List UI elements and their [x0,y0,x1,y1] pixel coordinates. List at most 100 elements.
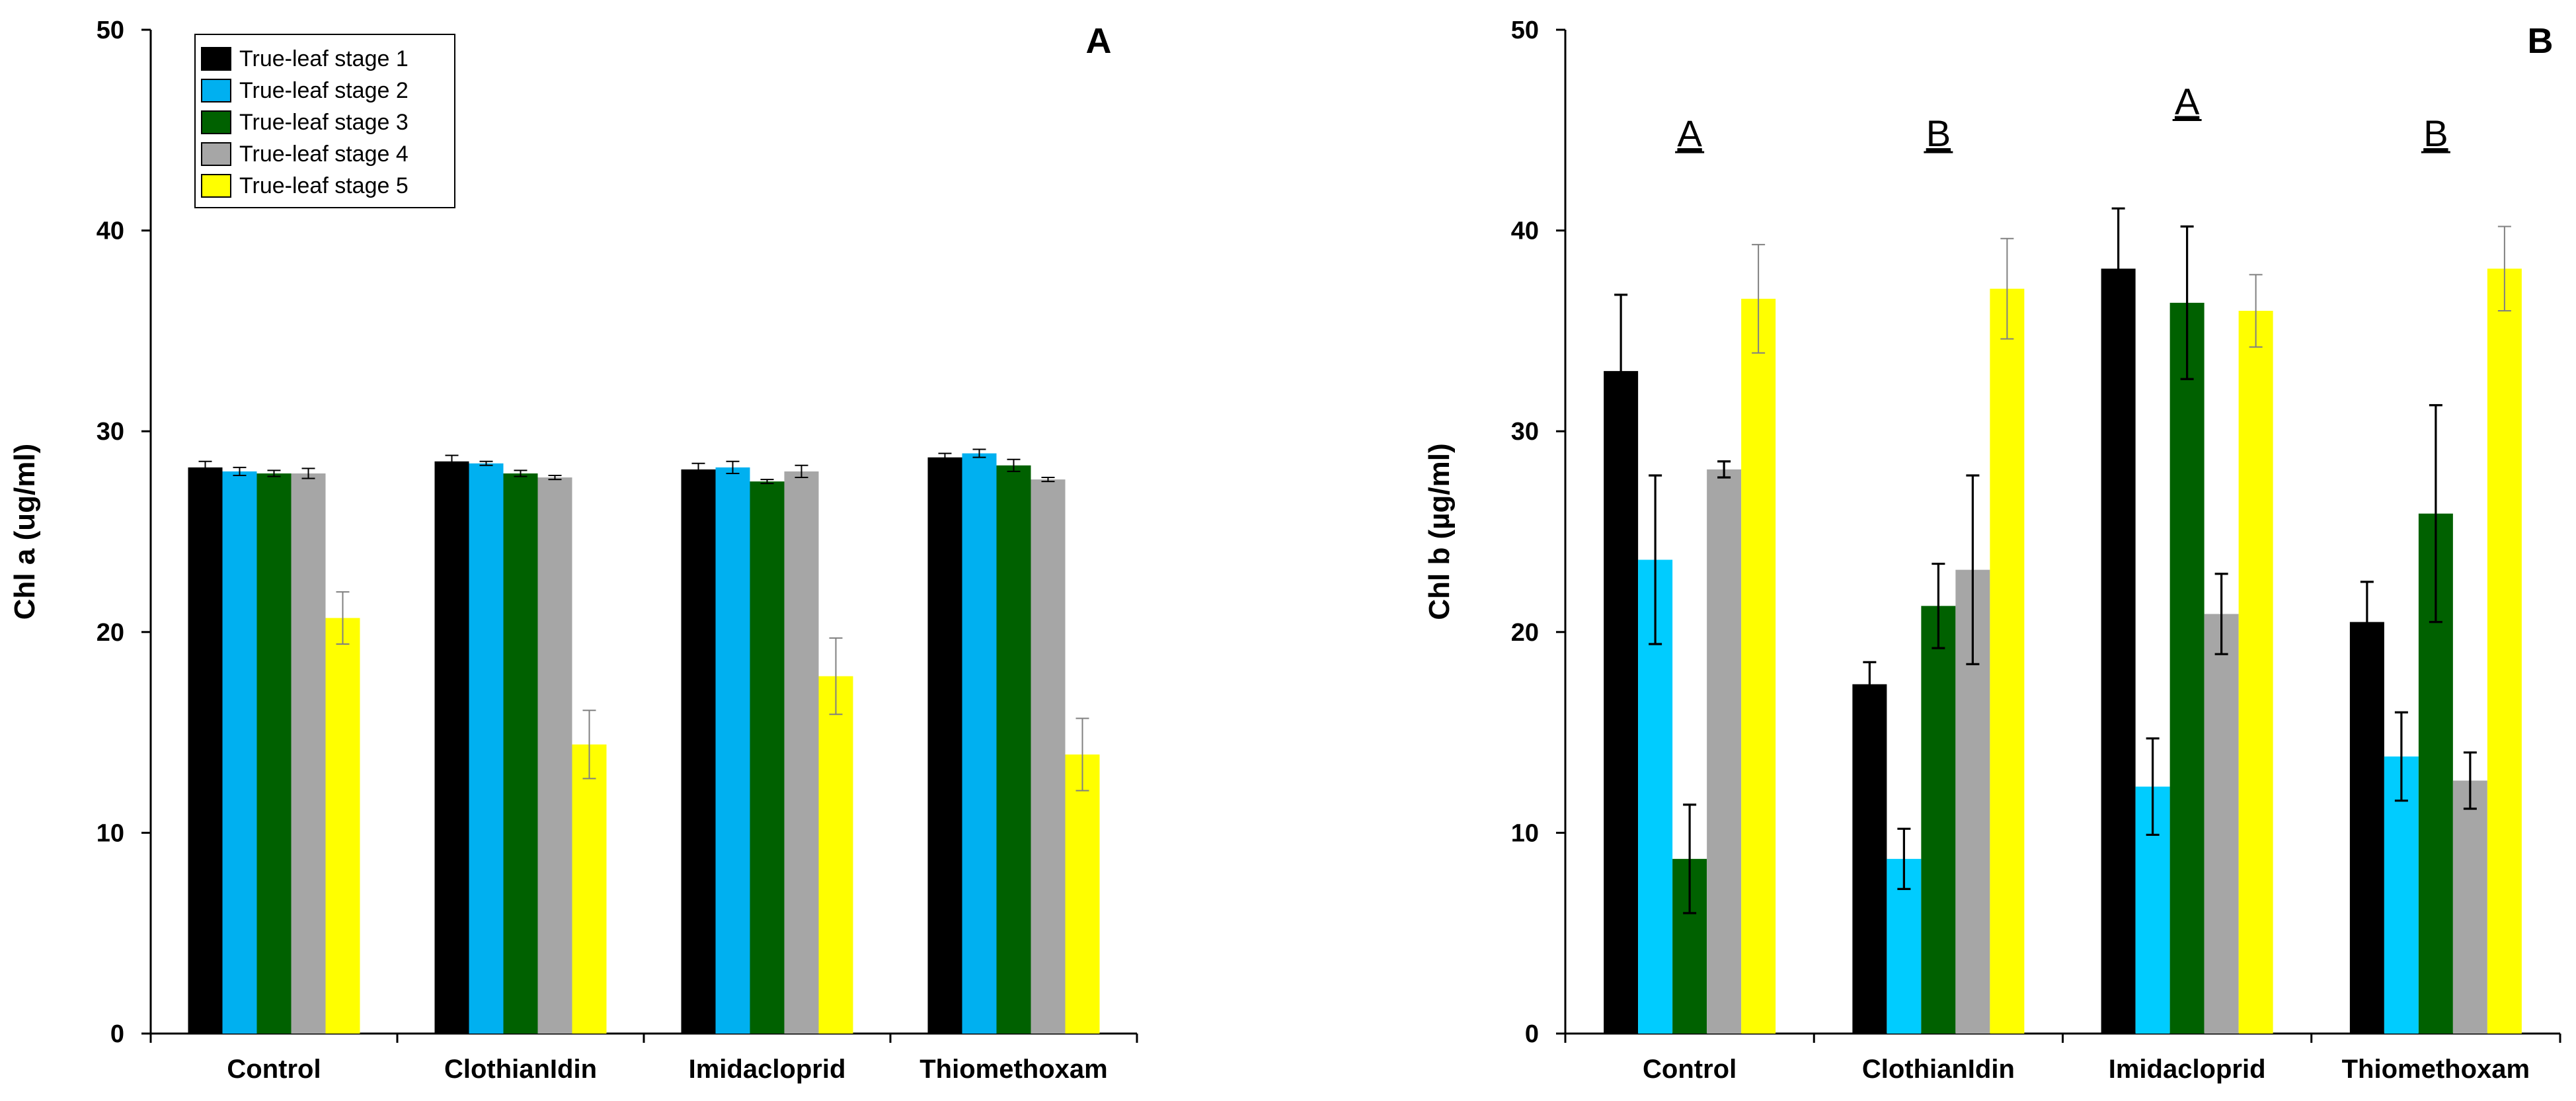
legend-swatch-3 [201,142,231,166]
legend: True-leaf stage 1 True-leaf stage 2 True-l… [194,34,455,208]
panel-a-error-bar-1-0 [445,454,459,468]
legend-swatch-2 [201,110,231,134]
panel-b-bar-2-3 [2204,614,2239,1034]
panel-a-bar-2-0 [681,469,716,1034]
legend-frame [194,34,455,208]
panel-b-bar-2-2 [2169,302,2205,1034]
panel-b-category-label-2: Imidacloprid [2109,1055,2266,1084]
panel-a-error-bar-2-4 [829,637,843,715]
legend-entries: True-leaf stage 1 True-leaf stage 2 True-l… [201,46,409,198]
panel-b-error-bar-1-1 [1897,827,1911,891]
legend-swatch-4 [201,174,231,198]
panel-b-y-tick-label-2: 20 [1511,619,1539,647]
panel-b-bar-0-0 [1604,371,1639,1034]
panel-b-bar-1-4 [1990,288,2025,1034]
panel-b-error-bar-0-0 [1614,294,1628,449]
panel-b-x-ticks: Control ClothianIdin Imidacloprid Thiometho… [1564,1034,2561,1084]
panel-b-category-label-1: ClothianIdin [1862,1055,2015,1084]
panel-a-error-bar-2-3 [795,464,808,479]
panel-a-error-bar-0-0 [198,460,212,474]
panel-b-error-bar-2-2 [2180,225,2194,380]
legend-swatch-0 [201,47,231,71]
panel-a-bar-1-3 [537,477,572,1034]
panel-a-error-bar-3-1 [972,448,986,458]
panel-b-group-letter-2: A [2175,81,2200,122]
legend-label-1: True-leaf stage 2 [239,78,409,103]
panel-b-error-bar-1-4 [2000,237,2014,340]
panel-b-group-letter-1: B [1926,112,1951,154]
panel-a-error-bar-0-2 [267,469,281,477]
panel-a-bar-1-4 [572,744,607,1034]
panel-a-error-bar-3-3 [1041,477,1055,483]
panel-b-group-letter-0: A [1677,112,1702,154]
panel-a-bar-0-4 [325,618,360,1034]
panel-a-bar-1-2 [503,473,538,1034]
panel-b-error-bar-1-2 [1932,562,1945,649]
chart-panel-b: 0 10 20 30 40 50 Control ClothianIdin Imidaclop… [1423,17,2561,1084]
panel-a-label: A [1086,21,1112,61]
panel-a-y-tick-label-5: 50 [97,17,124,44]
panel-a-bar-2-3 [784,471,819,1034]
panel-b-bar-2-0 [2101,268,2136,1034]
panel-a-category-label-1: ClothianIdin [444,1055,597,1084]
legend-label-2: True-leaf stage 3 [239,110,409,135]
panel-b-category-label-3: Thiomethoxam [2342,1055,2530,1084]
panel-b-error-bar-0-4 [1752,243,1766,354]
panel-a-error-bar-2-0 [691,462,705,476]
panel-b-error-bars [1614,207,2511,915]
panel-a-category-label-2: Imidacloprid [689,1055,846,1084]
panel-a-bars [188,453,1100,1034]
panel-a-y-tick-label-1: 10 [97,819,124,847]
panel-a-error-bar-3-4 [1075,717,1089,792]
panel-a-error-bar-1-1 [479,460,493,466]
panel-a-error-bar-3-2 [1007,458,1021,472]
panel-a-y-tick-label-0: 0 [110,1020,124,1048]
panel-a-y-axis-title: Chl a (ug/ml) [9,444,41,620]
panel-b-label: B [2528,21,2554,61]
panel-a-bar-1-0 [434,461,469,1034]
panel-b-bar-3-1 [2384,756,2419,1034]
panel-b-bar-0-3 [1707,469,1742,1034]
panel-a-bar-0-1 [222,471,257,1034]
panel-b-bars [1604,268,2522,1034]
panel-b-bar-3-0 [2349,622,2384,1034]
panel-b-y-ticks: 0 10 20 30 40 50 [1511,17,1565,1048]
legend-swatch-1 [201,79,231,102]
panel-a-y-tick-label-3: 30 [97,418,124,446]
panel-b-error-bar-2-1 [2146,737,2160,836]
panel-b-error-bar-2-4 [2249,274,2263,348]
panel-b-error-bar-3-4 [2497,225,2511,312]
panel-b-error-bar-2-0 [2111,207,2125,330]
panel-a-bar-1-1 [469,463,504,1034]
panel-b-bar-1-2 [1921,606,1956,1034]
panel-b-y-tick-label-5: 50 [1511,17,1539,44]
panel-b-error-bar-3-3 [2463,751,2477,810]
panel-b-y-axis-title: Chl b (µg/ml) [1423,443,1456,620]
panel-b-bar-3-4 [2487,268,2522,1034]
panel-b-error-bar-3-2 [2429,404,2442,624]
panel-a-bar-3-3 [1031,479,1066,1034]
panel-a-bar-3-2 [996,465,1031,1034]
panel-b-bar-2-4 [2238,311,2273,1034]
legend-label-3: True-leaf stage 4 [239,142,409,167]
legend-label-0: True-leaf stage 1 [239,46,409,71]
panel-b-group-letter-3: B [2423,112,2448,154]
panel-a-y-tick-label-2: 20 [97,619,124,647]
panel-a-error-bar-2-1 [726,460,740,474]
legend-label-4: True-leaf stage 5 [239,173,409,198]
panel-b-bar-1-0 [1852,684,1887,1034]
panel-a-category-label-0: Control [227,1055,321,1084]
panel-a-category-label-3: Thiomethoxam [919,1055,1107,1084]
panel-a-bar-2-4 [818,676,853,1034]
panel-a-bar-2-1 [715,467,750,1034]
panel-a-error-bar-0-1 [233,466,247,476]
panel-b-y-tick-label-3: 30 [1511,418,1539,446]
panel-a-bar-0-0 [188,467,223,1034]
chart-panel-a: 0 10 20 30 40 50 Control ClothianIdin Imidaclop… [9,17,1138,1084]
panel-a-error-bar-1-2 [514,469,527,477]
panel-b-error-bar-1-3 [1966,474,1980,665]
panel-b-annotations: A BAB [1675,81,2450,154]
panel-a-error-bars [198,448,1089,792]
panel-b-error-bar-0-3 [1717,460,1731,479]
